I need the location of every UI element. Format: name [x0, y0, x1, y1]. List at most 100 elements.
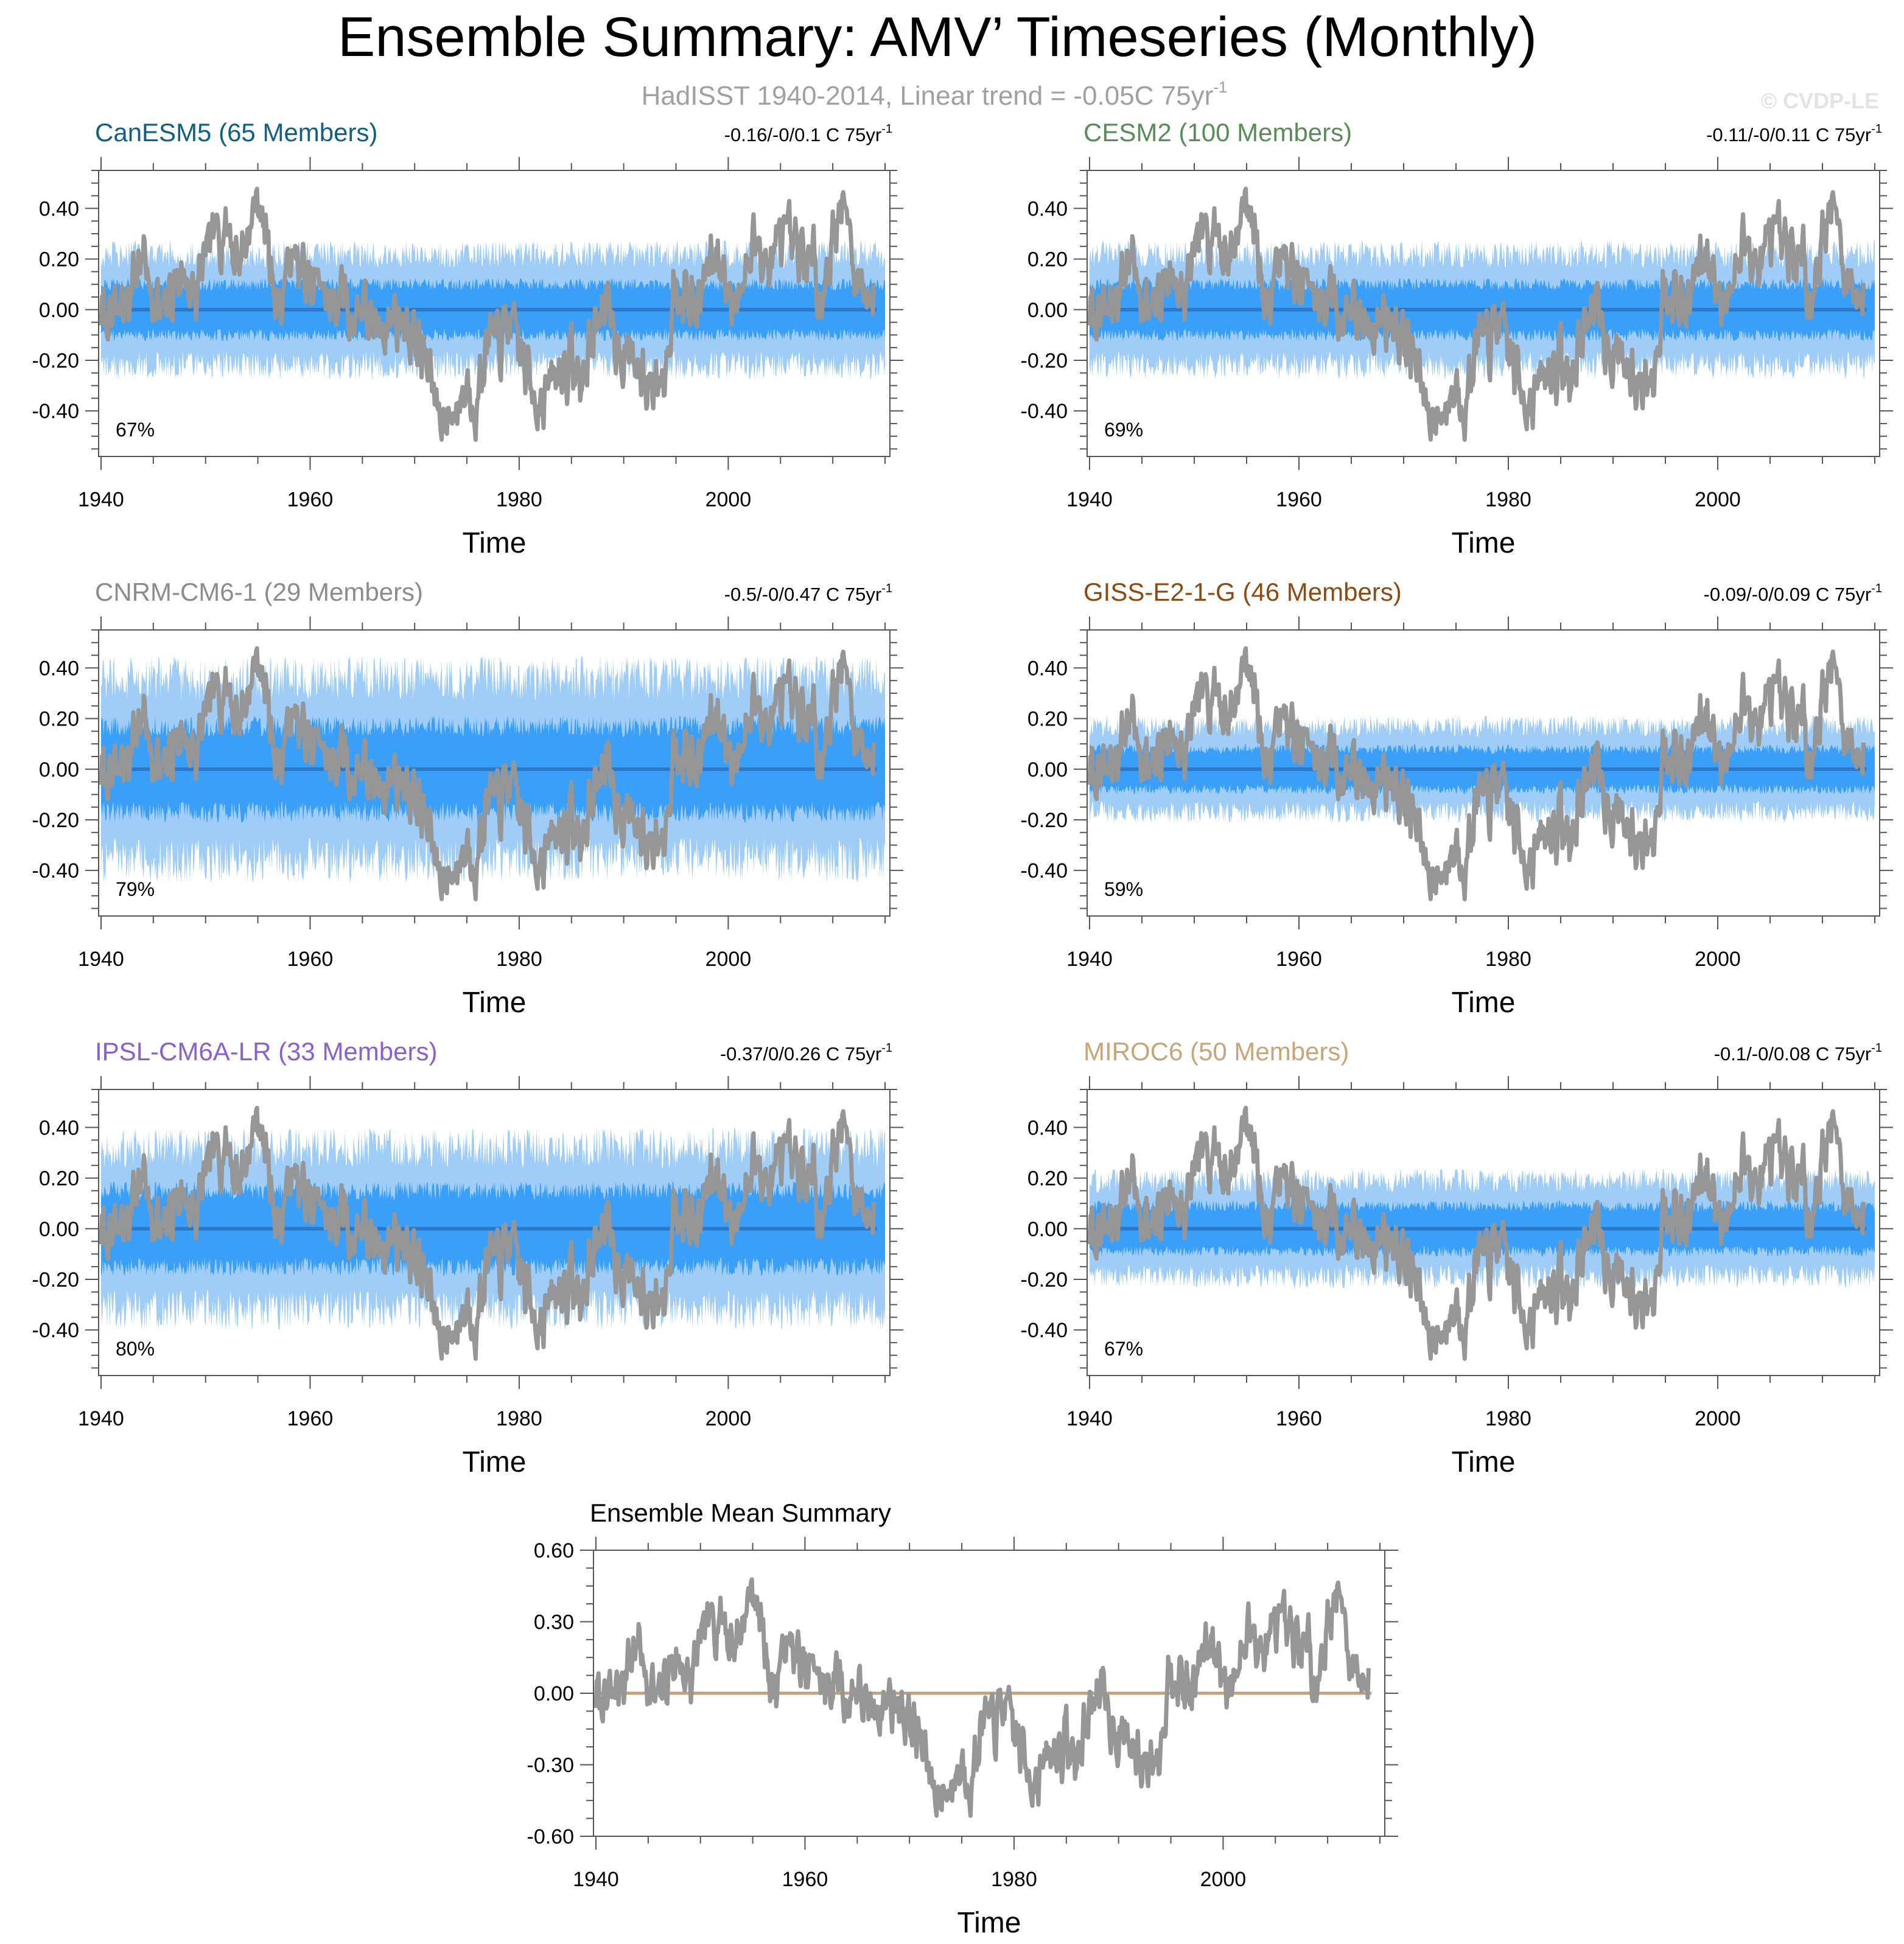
x-tick-label: 1960: [782, 1868, 828, 1891]
observed-series-line: [1087, 1105, 1866, 1361]
panel-ipsl-cm6a-lr: 1940 1960 1980 2000 0.40 0.20 0.00 -0.20 -0.40 Ti…: [32, 1037, 903, 1478]
x-tick-label: 2000: [705, 1407, 752, 1430]
trend-label: -0.5/-0/0.47 C 75yr-1: [724, 582, 892, 605]
x-tick-label: 1960: [1276, 1407, 1322, 1430]
plot-frame: [1087, 170, 1880, 457]
y-tick-label: 0.40: [1027, 657, 1068, 680]
trend-value: -0.1/-0/0.08 C 75yr: [1714, 1043, 1871, 1065]
x-tick-label: 2000: [1695, 948, 1741, 971]
trend-sup: -1: [1871, 582, 1882, 595]
y-tick-label: 0.20: [1027, 248, 1068, 271]
panel-title: IPSL-CM6A-LR (33 Members): [95, 1037, 437, 1066]
y-tick-label: 0.00: [1027, 758, 1068, 781]
y-tick-label: -0.20: [32, 809, 80, 832]
trend-value: -0.37/0/0.26 C 75yr: [720, 1043, 881, 1065]
y-tick-label: 0.40: [1027, 197, 1068, 220]
observed-series-line: [99, 1105, 876, 1361]
trend-value: -0.11/-0/0.11 C 75yr: [1706, 124, 1871, 145]
x-tick-label: 1980: [1485, 1407, 1531, 1430]
plot-frame: [1087, 1089, 1880, 1376]
y-tick-label: 0.20: [39, 248, 79, 271]
x-tick-label: 1980: [496, 1407, 542, 1430]
y-tick-label: -0.40: [1021, 859, 1068, 883]
x-tick-label: 2000: [1695, 1407, 1741, 1430]
percent-label: 67%: [116, 419, 155, 441]
plot-frame: [1087, 629, 1880, 917]
y-tick-label: 0.00: [39, 1218, 79, 1241]
trend-label: -0.16/-0/0.1 C 75yr-1: [724, 122, 892, 145]
percent-label: 59%: [1104, 878, 1143, 900]
panel-cnrm-cm6-1: 1940 1960 1980 2000 0.40 0.20 0.00 -0.20 -0.40 Ti…: [32, 578, 903, 1019]
plot-frame: [98, 170, 891, 457]
plot-area: [99, 186, 885, 442]
percent-label: 80%: [116, 1338, 155, 1360]
x-tick-label: 1960: [287, 1407, 334, 1430]
x-tick-label: 2000: [705, 948, 752, 971]
y-tick-label: 0.20: [39, 1167, 79, 1191]
x-axis-title: Time: [463, 987, 527, 1019]
x-axis-title: Time: [463, 1446, 527, 1478]
panel-ensemble-mean-summary: 1940 1960 1980 2000 0.60 0.30 0.00 -0.30 -0.60 Ti…: [527, 1498, 1398, 1939]
y-tick-label: -0.20: [1021, 1268, 1068, 1292]
trend-value: -0.09/-0/0.09 C 75yr: [1704, 584, 1872, 605]
trend-sup: -1: [881, 582, 892, 595]
panel-title: CNRM-CM6-1 (29 Members): [95, 578, 423, 606]
x-tick-label: 1940: [78, 488, 124, 511]
y-tick-label: 0.40: [39, 197, 79, 220]
x-tick-label: 1940: [78, 948, 124, 971]
y-tick-label: -0.20: [1021, 349, 1068, 372]
percent-label: 67%: [1104, 1338, 1143, 1360]
y-tick-label: -0.40: [32, 1319, 80, 1342]
y-tick-label: -0.40: [32, 859, 80, 883]
y-tick-label: 0.00: [39, 758, 79, 781]
x-tick-label: 1980: [1485, 948, 1531, 971]
x-tick-label: 2000: [705, 488, 752, 511]
figure-subtitle: HadISST 1940-2014, Linear trend = -0.05C…: [642, 78, 1228, 111]
panel-cesm2: 1940 1960 1980 2000 0.40 0.20 0.00 -0.20 -0.40 Ti…: [1021, 118, 1893, 559]
panel-giss-e2-1-g: 1940 1960 1980 2000 0.40 0.20 0.00 -0.20 -0.40 Ti…: [1021, 578, 1893, 1019]
y-tick-label: 0.00: [1027, 1218, 1068, 1241]
panel-title: MIROC6 (50 Members): [1083, 1037, 1349, 1066]
y-tick-label: 0.00: [39, 299, 79, 322]
x-axis-title: Time: [1452, 987, 1516, 1019]
plot-area: [1087, 1105, 1875, 1361]
plot-area: [99, 646, 885, 901]
trend-sup: -1: [881, 122, 892, 136]
x-tick-label: 1980: [991, 1868, 1037, 1891]
x-tick-label: 1980: [1485, 488, 1531, 511]
y-tick-label: 0.20: [1027, 708, 1068, 731]
y-tick-label: 0.40: [39, 1116, 79, 1139]
y-tick-label: 0.40: [39, 657, 79, 680]
y-tick-label: 0.20: [39, 708, 79, 731]
y-tick-label: -0.30: [527, 1754, 575, 1777]
observed-series-line: [99, 646, 876, 901]
y-tick-label: 0.00: [1027, 299, 1068, 322]
panel-canesm5: 1940 1960 1980 2000 0.40 0.20 0.00 -0.20 -0.40 Ti…: [32, 118, 903, 559]
observed-series-line: [99, 186, 876, 442]
subtitle-main: HadISST 1940-2014, Linear trend = -0.05C…: [642, 81, 1214, 111]
y-tick-label: 0.60: [534, 1539, 574, 1562]
x-axis-title: Time: [1452, 1446, 1516, 1478]
panel-miroc6: 1940 1960 1980 2000 0.40 0.20 0.00 -0.20 -0.40 Ti…: [1021, 1037, 1893, 1478]
trend-label: -0.11/-0/0.11 C 75yr-1: [1706, 122, 1882, 145]
trend-sup: -1: [881, 1041, 892, 1055]
figure-title: Ensemble Summary: AMV’ Timeseries (Month…: [338, 6, 1537, 68]
x-tick-label: 1940: [573, 1868, 619, 1891]
percent-label: 79%: [116, 878, 155, 900]
x-tick-label: 1960: [1276, 488, 1322, 511]
panel-title: CanESM5 (65 Members): [95, 118, 377, 147]
plot-frame: [98, 629, 891, 917]
x-tick-label: 1980: [496, 488, 542, 511]
x-tick-label: 1940: [1066, 948, 1113, 971]
x-tick-label: 2000: [1200, 1868, 1247, 1891]
panel-title: CESM2 (100 Members): [1083, 118, 1352, 147]
y-tick-label: 0.20: [1027, 1167, 1068, 1191]
y-tick-label: 0.30: [534, 1611, 574, 1634]
x-tick-label: 1940: [1066, 488, 1113, 511]
x-axis-title: Time: [957, 1907, 1021, 1939]
plot-frame: [98, 1089, 891, 1376]
panel-title: GISS-E2-1-G (46 Members): [1083, 578, 1402, 606]
plot-area: [1087, 646, 1875, 901]
x-tick-label: 1980: [496, 948, 542, 971]
trend-value: -0.5/-0/0.47 C 75yr: [724, 584, 881, 605]
